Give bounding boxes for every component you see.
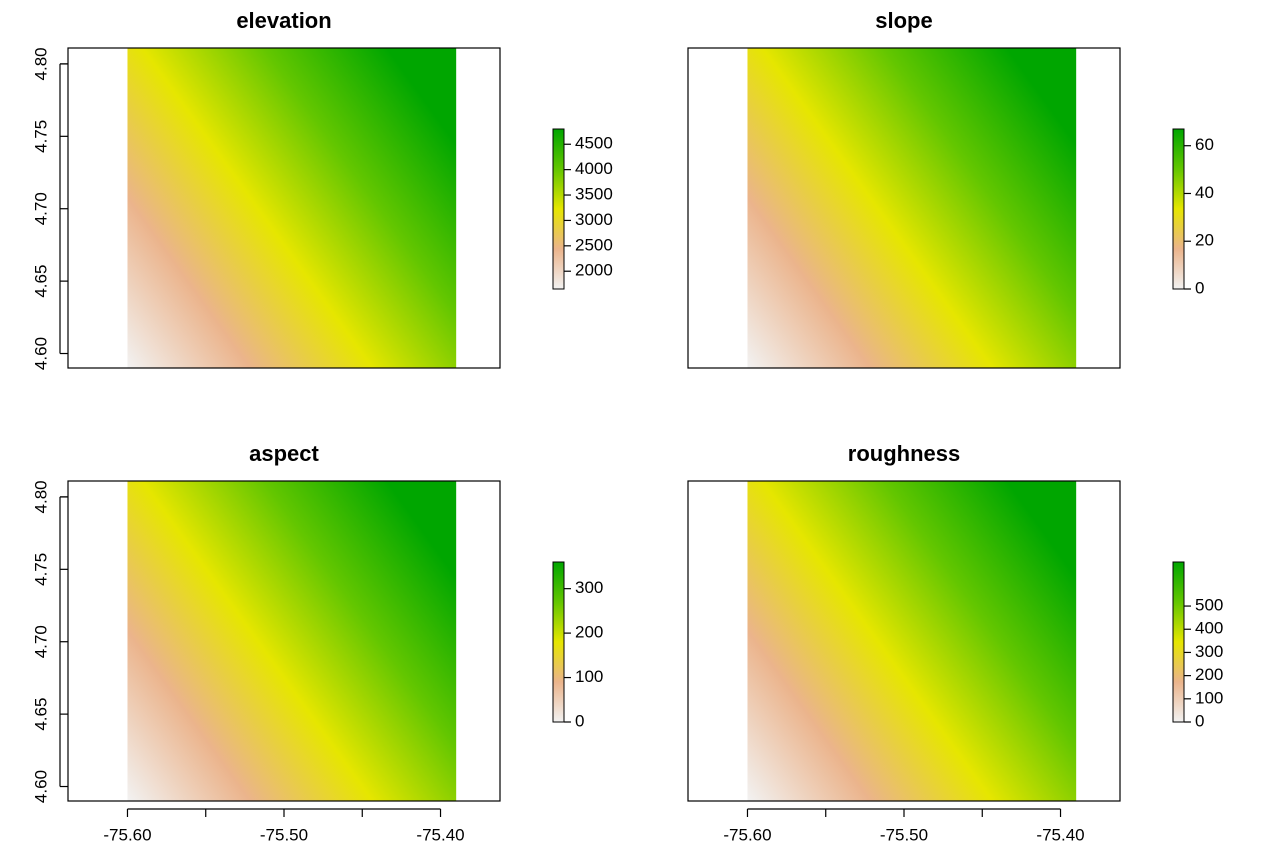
colorbar-tick-label: 0: [1195, 278, 1204, 297]
colorbar-tick-label: 3500: [575, 185, 613, 204]
panel-title: elevation: [236, 8, 331, 33]
colorbar-tick-label: 100: [1195, 688, 1223, 707]
x-tick-label: -75.50: [880, 825, 928, 844]
raster-image: [747, 481, 1076, 801]
colorbar-tick-label: 300: [1195, 642, 1223, 661]
y-tick-label: 4.65: [31, 265, 50, 298]
colorbar-tick-label: 0: [1195, 711, 1204, 730]
x-tick-label: -75.40: [416, 825, 464, 844]
panel-title: aspect: [249, 441, 319, 466]
colorbar: [1173, 562, 1184, 722]
colorbar-tick-label: 400: [1195, 619, 1223, 638]
colorbar-tick-label: 200: [1195, 665, 1223, 684]
colorbar-tick-label: 0: [575, 711, 584, 730]
x-tick-label: -75.50: [260, 825, 308, 844]
colorbar: [1173, 129, 1184, 289]
x-tick-label: -75.60: [723, 825, 771, 844]
colorbar-tick-label: 4000: [575, 159, 613, 178]
colorbar-tick-label: 60: [1195, 135, 1214, 154]
panel-title: roughness: [848, 441, 960, 466]
y-tick-label: 4.70: [31, 192, 50, 225]
colorbar-tick-label: 2000: [575, 261, 613, 280]
colorbar-tick-label: 40: [1195, 183, 1214, 202]
page: elevation4.604.654.704.754.8020002500300…: [0, 0, 1264, 855]
raster-image: [127, 48, 456, 368]
y-tick-label: 4.70: [31, 625, 50, 658]
colorbar-tick-label: 4500: [575, 134, 613, 153]
colorbar-tick-label: 3000: [575, 210, 613, 229]
y-tick-label: 4.75: [31, 120, 50, 153]
x-tick-label: -75.40: [1036, 825, 1084, 844]
y-tick-label: 4.80: [31, 480, 50, 513]
colorbar: [553, 129, 564, 289]
colorbar-tick-label: 20: [1195, 231, 1214, 250]
raster-image: [747, 48, 1076, 368]
colorbar-tick-label: 2500: [575, 235, 613, 254]
colorbar-tick-label: 300: [575, 578, 603, 597]
y-tick-label: 4.75: [31, 553, 50, 586]
y-tick-label: 4.60: [31, 770, 50, 803]
colorbar-tick-label: 500: [1195, 596, 1223, 615]
colorbar: [553, 562, 564, 722]
panel-title: slope: [875, 8, 932, 33]
x-tick-label: -75.60: [103, 825, 151, 844]
y-tick-label: 4.65: [31, 698, 50, 731]
colorbar-tick-label: 100: [575, 667, 603, 686]
y-tick-label: 4.80: [31, 47, 50, 80]
raster-image: [127, 481, 456, 801]
y-tick-label: 4.60: [31, 337, 50, 370]
chart: elevation4.604.654.704.754.8020002500300…: [0, 0, 1264, 855]
colorbar-tick-label: 200: [575, 623, 603, 642]
